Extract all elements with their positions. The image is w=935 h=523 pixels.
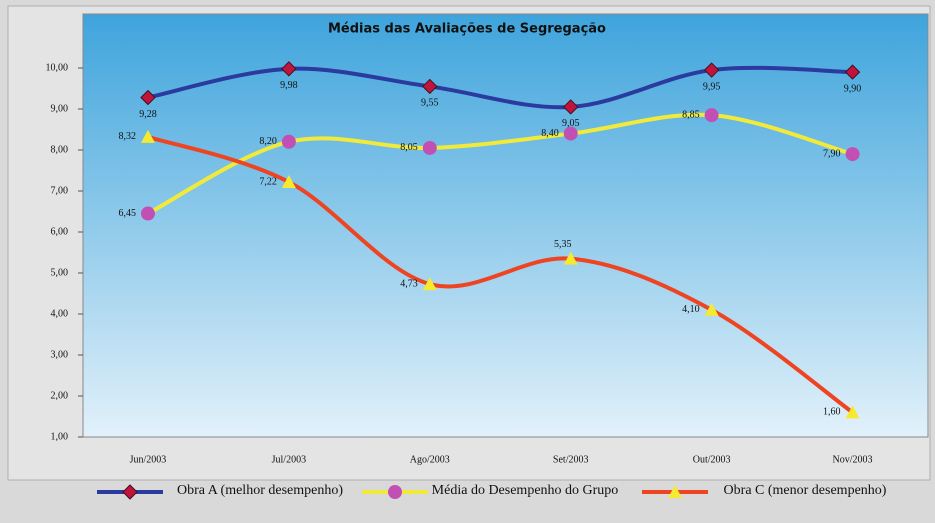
data-label: 8,40 bbox=[541, 128, 559, 139]
series-line bbox=[147, 112, 854, 216]
data-label: 8,85 bbox=[682, 109, 700, 120]
marker bbox=[422, 140, 437, 155]
data-label: 4,73 bbox=[400, 278, 418, 289]
marker bbox=[281, 134, 296, 149]
data-label: 8,32 bbox=[118, 131, 136, 142]
legend-item: Obra A (melhor desempenho) bbox=[95, 482, 355, 502]
x-tick-label: Set/2003 bbox=[553, 454, 589, 465]
data-label: 9,98 bbox=[280, 80, 298, 91]
marker bbox=[388, 485, 402, 499]
series-markers bbox=[140, 61, 861, 115]
marker bbox=[140, 89, 156, 106]
data-label: 8,20 bbox=[259, 136, 277, 147]
legend-swatch bbox=[97, 484, 163, 500]
data-label: 9,05 bbox=[562, 118, 580, 129]
marker bbox=[703, 62, 720, 78]
marker bbox=[704, 302, 719, 316]
y-tick-label: 5,00 bbox=[51, 267, 69, 278]
y-tick-label: 3,00 bbox=[51, 349, 69, 360]
y-tick-label: 9,00 bbox=[51, 103, 69, 114]
marker bbox=[563, 251, 578, 265]
y-tick-label: 6,00 bbox=[51, 226, 69, 237]
y-tick-label: 8,00 bbox=[51, 144, 69, 155]
marker bbox=[844, 64, 861, 80]
marker bbox=[281, 61, 297, 77]
series-line bbox=[147, 134, 854, 415]
plot-area bbox=[82, 13, 929, 438]
marker bbox=[140, 129, 155, 143]
x-tick-label: Jul/2003 bbox=[272, 454, 306, 465]
marker bbox=[668, 485, 682, 498]
data-label: 4,10 bbox=[682, 304, 700, 315]
marker bbox=[563, 126, 578, 141]
chart-title: Médias das Avaliações de Segregação bbox=[328, 22, 606, 37]
legend-swatch bbox=[642, 485, 708, 498]
data-label: 9,95 bbox=[703, 81, 721, 92]
legend: Obra A (melhor desempenho) Média do Desem… bbox=[0, 482, 935, 523]
data-label: 5,35 bbox=[554, 239, 572, 250]
legend-label: Obra C (menor desempenho) bbox=[723, 483, 887, 498]
x-tick-label: Out/2003 bbox=[693, 454, 731, 465]
marker bbox=[845, 405, 860, 419]
x-tick-label: Ago/2003 bbox=[410, 454, 450, 465]
legend-item: Média do Desempenho do Grupo bbox=[360, 482, 620, 502]
marker bbox=[281, 174, 296, 188]
legend-swatch bbox=[362, 485, 428, 499]
x-tick-label: Jun/2003 bbox=[130, 454, 167, 465]
legend-label: Média do Desempenho do Grupo bbox=[431, 483, 619, 498]
data-label: 1,60 bbox=[823, 407, 841, 418]
data-label: 7,90 bbox=[823, 148, 841, 159]
data-label: 7,22 bbox=[259, 176, 277, 187]
legend-item: Obra C (menor desempenho) bbox=[640, 482, 900, 502]
data-label: 9,55 bbox=[421, 98, 439, 109]
data-label: 8,05 bbox=[400, 142, 418, 153]
y-tick-label: 2,00 bbox=[51, 390, 69, 401]
y-tick-label: 10,00 bbox=[46, 62, 69, 73]
marker bbox=[563, 99, 579, 115]
legend-label: Obra A (melhor desempenho) bbox=[176, 483, 343, 498]
data-label: 6,45 bbox=[118, 208, 136, 219]
marker bbox=[422, 277, 437, 291]
marker bbox=[845, 147, 860, 162]
marker bbox=[422, 78, 438, 95]
y-tick-label: 4,00 bbox=[51, 308, 69, 319]
marker bbox=[140, 206, 155, 221]
series-line bbox=[147, 65, 853, 110]
marker bbox=[704, 108, 719, 123]
x-tick-label: Nov/2003 bbox=[833, 454, 873, 465]
chart: Médias das Avaliações de Segregação 1,00… bbox=[7, 5, 931, 481]
data-label: 9,90 bbox=[844, 83, 862, 94]
marker bbox=[122, 484, 138, 500]
y-tick-label: 7,00 bbox=[51, 185, 69, 196]
series-markers bbox=[140, 129, 860, 419]
data-label: 9,28 bbox=[139, 109, 157, 120]
y-tick-label: 1,00 bbox=[51, 431, 69, 442]
series-markers bbox=[140, 108, 860, 221]
